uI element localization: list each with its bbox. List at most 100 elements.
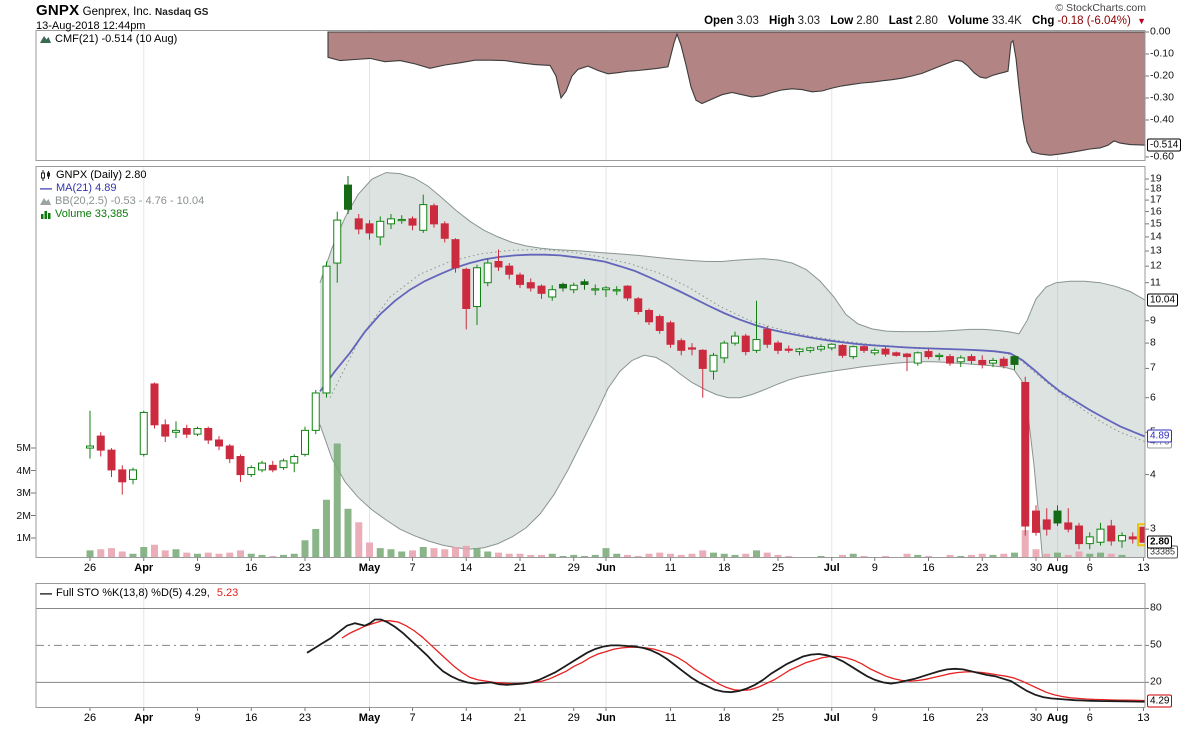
- chg-label: Chg: [1032, 15, 1055, 27]
- x-axis-label: 23: [298, 562, 312, 574]
- volume-bar: [473, 548, 481, 557]
- sto-k-line: [306, 618, 1145, 703]
- candle: [215, 436, 223, 451]
- candle: [559, 282, 567, 292]
- price-axis-label: 16: [1150, 205, 1162, 218]
- bb-lower-line: [319, 354, 1043, 558]
- candle: [268, 460, 277, 473]
- volume-bar: [516, 553, 524, 557]
- volume-bar: [344, 508, 352, 557]
- volume-bar: [1064, 554, 1072, 557]
- ticker-symbol: GNPX: [36, 2, 80, 19]
- x-axis-label: Apr: [134, 562, 154, 574]
- cmf-axis-label: 0.00: [1150, 25, 1171, 38]
- high-value: 3.03: [797, 15, 820, 27]
- line-swatch-icon: —: [40, 586, 52, 600]
- x-axis-label: 7: [409, 712, 416, 724]
- candle: [1118, 532, 1126, 548]
- last-label: Last: [888, 15, 913, 27]
- volume-bar: [484, 551, 492, 557]
- candle: [849, 345, 858, 360]
- candle: [408, 216, 417, 231]
- volume-legend: Volume 33,385: [40, 208, 204, 220]
- candle: [225, 443, 234, 464]
- sto-d-value: 5.23: [216, 587, 239, 599]
- volume-bar: [699, 550, 707, 557]
- x-axis-label: 23: [976, 562, 989, 574]
- volume-bar: [925, 556, 932, 557]
- volume-bar: [1032, 549, 1040, 557]
- volume-bar: [570, 554, 578, 557]
- volume-bar: [710, 552, 717, 557]
- price-axis-label: 12: [1150, 259, 1162, 272]
- candle: [150, 382, 159, 429]
- volume-bar: [1054, 552, 1061, 557]
- candle: [881, 346, 890, 357]
- quote-line: Open 3.03 High 3.03 Low 2.80 Last 2.80 Volum…: [697, 15, 1146, 27]
- volume-bar: [527, 554, 535, 557]
- candle: [301, 426, 309, 457]
- ma-legend: — MA(21) 4.89: [40, 182, 204, 194]
- candle: [795, 347, 804, 356]
- triangle-down-icon: ▼: [1137, 16, 1146, 26]
- x-axis-label: Jun: [596, 712, 616, 724]
- candle: [96, 432, 105, 457]
- candle: [956, 355, 965, 368]
- x-axis-label: 11: [664, 712, 677, 724]
- cmf-legend: CMF(21) -0.514 (10 Aug): [40, 33, 177, 45]
- cmf-legend-label: CMF(21) -0.514 (10 Aug): [55, 33, 178, 45]
- volume-bar: [548, 553, 556, 557]
- volume-legend-label: Volume 33,385: [55, 208, 129, 220]
- candle: [440, 221, 449, 243]
- candle: [365, 220, 374, 240]
- volume-bar: [720, 553, 728, 557]
- candle: [354, 213, 363, 235]
- candle: [946, 354, 954, 366]
- volume-bar: [946, 554, 954, 557]
- cmf-axis-label: -0.10: [1150, 47, 1174, 60]
- volume-bar: [817, 556, 825, 557]
- bb-legend-label: BB(20,2.5) -0.53 - 4.76 - 10.04: [55, 195, 205, 207]
- volume-bar: [581, 556, 588, 557]
- x-axis-label: 29: [567, 562, 580, 574]
- panel-border-1: [35, 166, 1146, 558]
- volume-axis-label: 2M: [16, 509, 31, 522]
- price-axis-label: 8: [1150, 336, 1156, 349]
- candle: [1139, 526, 1145, 543]
- x-axis-label: 16: [922, 562, 935, 574]
- x-axis-label: May: [358, 562, 381, 574]
- band-icon: [40, 196, 51, 206]
- volume-axis-label: 5M: [16, 442, 31, 454]
- price-axis-label: 17: [1150, 193, 1162, 206]
- cmf-axis-label: -0.40: [1150, 113, 1174, 126]
- candle: [1107, 519, 1116, 546]
- volume-bar: [215, 553, 223, 557]
- price-axis-label: 7: [1150, 361, 1156, 374]
- candle: [1075, 522, 1083, 550]
- candle: [129, 467, 137, 485]
- candle: [591, 284, 600, 296]
- candle: [709, 352, 718, 380]
- volume-bar: [785, 556, 793, 557]
- volume-bar: [387, 549, 395, 557]
- price-axis-label: 6: [1150, 391, 1156, 404]
- volume-bar: [129, 553, 137, 557]
- histogram-icon: [40, 209, 51, 219]
- x-axis-label: 9: [871, 562, 878, 574]
- volume-bar: [462, 545, 470, 557]
- x-axis-label: 23: [298, 712, 312, 724]
- volume-label: Volume: [948, 15, 989, 27]
- candle: [1064, 508, 1073, 533]
- volume-bar: [172, 549, 180, 557]
- candle: [473, 264, 481, 326]
- volume-bar: [1021, 530, 1029, 557]
- x-axis-label: 11: [664, 562, 677, 574]
- volume-bar: [849, 553, 857, 557]
- x-axis-label: May: [358, 712, 381, 724]
- candle: [344, 176, 352, 214]
- price-axis-label: 11: [1150, 276, 1161, 289]
- x-axis-label: 25: [771, 562, 785, 574]
- candle: [451, 238, 460, 273]
- candle: [118, 465, 127, 495]
